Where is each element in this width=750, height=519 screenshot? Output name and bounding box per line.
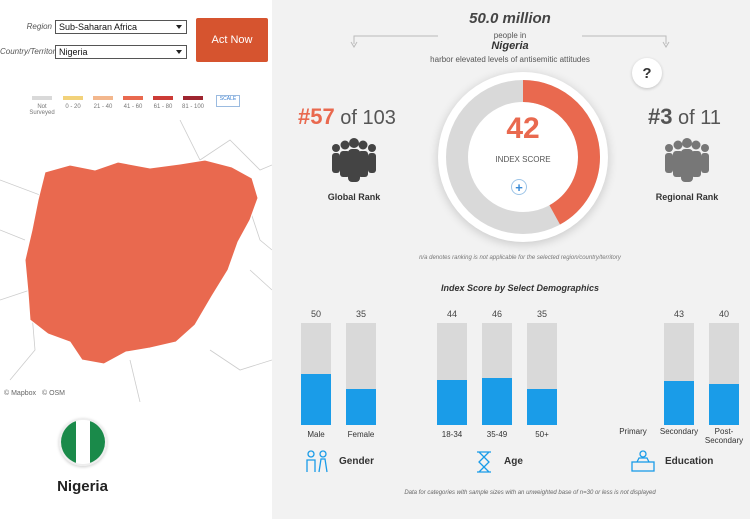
legend-swatch bbox=[63, 96, 83, 100]
chevron-down-icon bbox=[176, 50, 182, 54]
bar-label: 18-34 bbox=[441, 430, 463, 439]
help-button[interactable]: ? bbox=[632, 58, 662, 88]
region-select[interactable]: Sub-Saharan Africa bbox=[55, 20, 187, 34]
bar-value: 35 bbox=[355, 309, 366, 319]
bar-label: 35-49 bbox=[486, 430, 508, 439]
bar-label: Secondary bbox=[659, 427, 699, 436]
country-label: Country/Territory bbox=[0, 47, 60, 56]
index-score-label: INDEX SCORE bbox=[495, 155, 551, 164]
gender-icon bbox=[306, 450, 328, 473]
bar-value: 46 bbox=[491, 309, 502, 319]
hourglass-icon bbox=[477, 451, 491, 473]
group-label-education: Education bbox=[665, 456, 714, 467]
bar-fill bbox=[301, 374, 331, 425]
bracket-right bbox=[582, 35, 670, 48]
region-label: Region bbox=[26, 22, 52, 31]
demographics-title: Index Score by Select Demographics bbox=[440, 283, 600, 293]
bar-fill bbox=[527, 389, 557, 425]
population-number: 50.0 million bbox=[469, 10, 551, 27]
index-score-value: 42 bbox=[506, 112, 540, 145]
footnote: Data for categories with sample sizes wi… bbox=[404, 490, 656, 496]
bar-35-49[interactable] bbox=[482, 323, 512, 425]
global-rank-total: of 103 bbox=[340, 107, 396, 129]
map[interactable] bbox=[0, 120, 272, 402]
global-rank: #57 of 103 bbox=[298, 104, 396, 130]
bar-label: Primary bbox=[619, 427, 647, 436]
people-group-icon bbox=[665, 138, 709, 182]
donut-score-arc bbox=[446, 80, 600, 234]
bar-value: 43 bbox=[673, 309, 684, 319]
bracket-left bbox=[350, 35, 438, 48]
bar-50-plus[interactable] bbox=[527, 323, 557, 425]
regional-rank-total: of 11 bbox=[678, 107, 722, 129]
legend-label: 61 - 80 bbox=[153, 104, 173, 110]
bar-female[interactable] bbox=[346, 323, 376, 425]
legend-swatch bbox=[123, 96, 143, 100]
region-select-value: Sub-Saharan Africa bbox=[59, 22, 138, 32]
mapbox-credit: © Mapbox bbox=[4, 390, 37, 397]
country-select-value: Nigeria bbox=[59, 47, 88, 57]
bar-male[interactable] bbox=[301, 323, 331, 425]
people-group-icon bbox=[332, 138, 376, 182]
bar-post-secondary[interactable] bbox=[709, 323, 739, 425]
country-select[interactable]: Nigeria bbox=[55, 45, 187, 59]
bar-fill bbox=[664, 381, 694, 425]
population-line1: people in bbox=[493, 31, 527, 40]
bar-label: Post-Secondary bbox=[704, 427, 744, 445]
education-icon bbox=[631, 450, 655, 472]
regional-rank: #3 of 11 bbox=[648, 104, 721, 130]
regional-rank-number: #3 bbox=[648, 104, 673, 129]
index-donut bbox=[446, 80, 600, 234]
bar-fill bbox=[437, 380, 467, 425]
legend-swatch bbox=[153, 96, 173, 100]
bar-18-34[interactable] bbox=[437, 323, 467, 425]
population-description: harbor elevated levels of antisemitic at… bbox=[430, 55, 590, 64]
global-rank-label: Global Rank bbox=[327, 192, 381, 202]
nigeria-region[interactable] bbox=[24, 159, 259, 365]
population-country: Nigeria bbox=[491, 40, 529, 52]
bar-value: 50 bbox=[310, 309, 321, 319]
legend-swatch bbox=[93, 96, 113, 100]
legend-label: Not Surveyed bbox=[29, 104, 55, 116]
bar-value: 40 bbox=[718, 309, 729, 319]
legend-label: 21 - 40 bbox=[93, 104, 113, 110]
bar-fill bbox=[482, 378, 512, 425]
legend-label: 41 - 60 bbox=[123, 104, 143, 110]
bar-fill bbox=[709, 384, 739, 425]
global-rank-number: #57 bbox=[298, 104, 335, 129]
bar-value: 44 bbox=[446, 309, 457, 319]
group-label-gender: Gender bbox=[339, 456, 375, 467]
country-name: Nigeria bbox=[57, 478, 108, 495]
osm-credit: © OSM bbox=[41, 390, 66, 397]
legend-swatch bbox=[32, 96, 52, 100]
chevron-down-icon bbox=[176, 25, 182, 29]
scale-toggle[interactable]: SCALE bbox=[216, 95, 240, 107]
ranking-note: n/a denotes ranking is not applicable fo… bbox=[419, 255, 621, 261]
bar-value: 35 bbox=[536, 309, 547, 319]
map-legend: Not Surveyed 0 - 20 21 - 40 41 - 60 61 -… bbox=[29, 96, 220, 120]
bar-label: Female bbox=[347, 430, 375, 439]
regional-rank-label: Regional Rank bbox=[655, 192, 719, 202]
bar-secondary[interactable] bbox=[664, 323, 694, 425]
expand-plus-button[interactable]: + bbox=[511, 179, 527, 195]
scale-label: SCALE bbox=[219, 96, 237, 102]
map-svg bbox=[0, 120, 272, 402]
legend-swatch bbox=[183, 96, 203, 100]
legend-label: 0 - 20 bbox=[65, 104, 81, 110]
nigeria-flag-icon bbox=[59, 418, 107, 466]
act-now-button[interactable]: Act Now bbox=[196, 18, 268, 62]
map-credits: © Mapbox © OSM bbox=[4, 390, 65, 397]
group-label-age: Age bbox=[504, 456, 523, 467]
bar-label: Male bbox=[307, 430, 325, 439]
bar-fill bbox=[346, 389, 376, 425]
legend-label: 81 - 100 bbox=[181, 104, 205, 110]
bar-label: 50+ bbox=[535, 430, 549, 439]
